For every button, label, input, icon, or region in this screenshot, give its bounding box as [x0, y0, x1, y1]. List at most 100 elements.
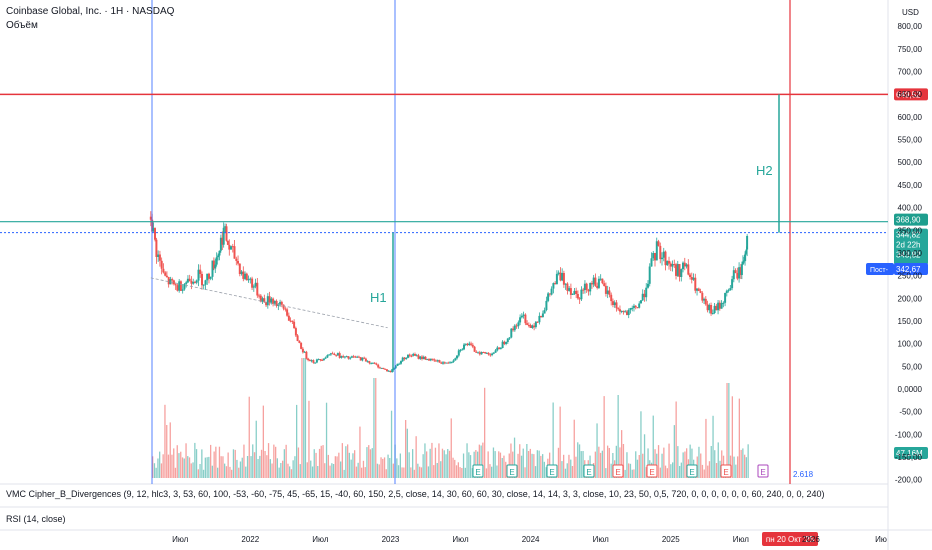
- volume-bar: [322, 445, 324, 478]
- volume-bar: [334, 456, 336, 478]
- candle: [703, 298, 706, 301]
- candle: [401, 357, 404, 362]
- volume-bar: [311, 466, 314, 478]
- volume-bar: [362, 460, 365, 478]
- volume-bar: [563, 454, 565, 478]
- earnings-marker-miss: [720, 464, 732, 478]
- candle: [718, 302, 721, 309]
- candle: [176, 285, 179, 291]
- earnings-marker-miss: [646, 464, 658, 478]
- candle: [185, 282, 188, 285]
- earnings-marker-text: E: [586, 468, 591, 477]
- volume-bar: [698, 446, 700, 478]
- candle: [510, 328, 513, 338]
- candle: [666, 260, 669, 266]
- volume-bar: [420, 467, 423, 478]
- volume-bar: [260, 449, 263, 478]
- volume-bar: [596, 423, 598, 478]
- volume-bar: [475, 450, 477, 478]
- candle: [440, 362, 443, 364]
- candle: [379, 367, 381, 369]
- volume-bar: [443, 450, 445, 478]
- candle: [494, 350, 497, 353]
- candle: [543, 310, 546, 314]
- candle: [699, 291, 702, 293]
- candle: [199, 269, 202, 274]
- candle: [219, 237, 222, 251]
- volume-bar: [691, 448, 693, 478]
- candle: [745, 249, 748, 254]
- candle: [389, 370, 392, 373]
- candle: [473, 346, 476, 352]
- chart-title: Coinbase Global, Inc. · 1H · NASDAQ: [6, 6, 175, 17]
- volume-bar: [383, 457, 386, 478]
- candle: [480, 352, 483, 355]
- candle: [377, 364, 380, 368]
- earnings-marker-text: E: [615, 468, 620, 477]
- volume-bar: [361, 467, 363, 478]
- volume-bar: [354, 450, 356, 478]
- volume-bar: [677, 446, 679, 478]
- candle: [195, 280, 198, 283]
- volume-bar: [185, 443, 187, 478]
- vmc-indicator-label[interactable]: VMC Cipher_B_Divergences (9, 12, hlc3, 3…: [6, 489, 825, 499]
- candle: [286, 309, 289, 316]
- candle: [519, 317, 522, 323]
- candle: [694, 277, 697, 291]
- volume-bar: [622, 444, 625, 478]
- candle: [258, 295, 261, 297]
- volume-bar: [405, 420, 407, 478]
- volume-bar: [292, 460, 294, 478]
- y-tick-label: 50,00: [902, 362, 923, 371]
- candle: [746, 236, 749, 250]
- candle: [197, 269, 200, 281]
- candle: [596, 285, 599, 288]
- candle: [336, 353, 339, 356]
- volume-bar: [220, 456, 222, 478]
- rsi-indicator-label[interactable]: RSI (14, close): [6, 514, 66, 524]
- volume-bar: [469, 455, 472, 478]
- earnings-marker: [506, 464, 518, 478]
- candle: [366, 361, 369, 363]
- candle: [254, 282, 257, 287]
- candle: [217, 255, 220, 258]
- candle: [466, 343, 469, 345]
- volume-bar: [455, 465, 458, 478]
- candle: [174, 284, 177, 286]
- candle: [571, 294, 574, 295]
- candle: [452, 360, 455, 362]
- candle: [696, 288, 698, 291]
- earnings-marker: [472, 464, 484, 478]
- candle: [221, 237, 224, 245]
- volume-bar: [204, 457, 206, 478]
- price-tag-current: [894, 228, 928, 265]
- candle: [487, 352, 490, 355]
- candle: [636, 307, 639, 309]
- volume-bar: [192, 462, 194, 478]
- earnings-marker-text: E: [689, 468, 694, 477]
- volume-bar: [659, 467, 661, 478]
- earnings-marker-text: E: [549, 468, 554, 477]
- candle: [513, 325, 516, 331]
- candle: [300, 342, 303, 349]
- volume-bar: [635, 451, 637, 478]
- volume-bar: [159, 451, 161, 478]
- candle: [352, 356, 355, 358]
- candle: [202, 284, 205, 286]
- volume-tag: [894, 447, 928, 459]
- volume-bar: [171, 454, 173, 478]
- volume-bar: [447, 449, 449, 478]
- h2-label: H2: [756, 163, 773, 178]
- candle: [284, 308, 287, 310]
- volume-bar: [232, 449, 235, 478]
- volume-bar: [457, 462, 459, 478]
- candle: [247, 279, 250, 281]
- volume-bar: [721, 450, 723, 478]
- price-tag-649-text: 649,52: [896, 90, 921, 99]
- candle: [438, 360, 441, 363]
- volume-bar: [619, 447, 621, 478]
- candle: [361, 357, 364, 361]
- y-tick-label: 800,00: [898, 22, 923, 31]
- volume-bar: [610, 463, 612, 478]
